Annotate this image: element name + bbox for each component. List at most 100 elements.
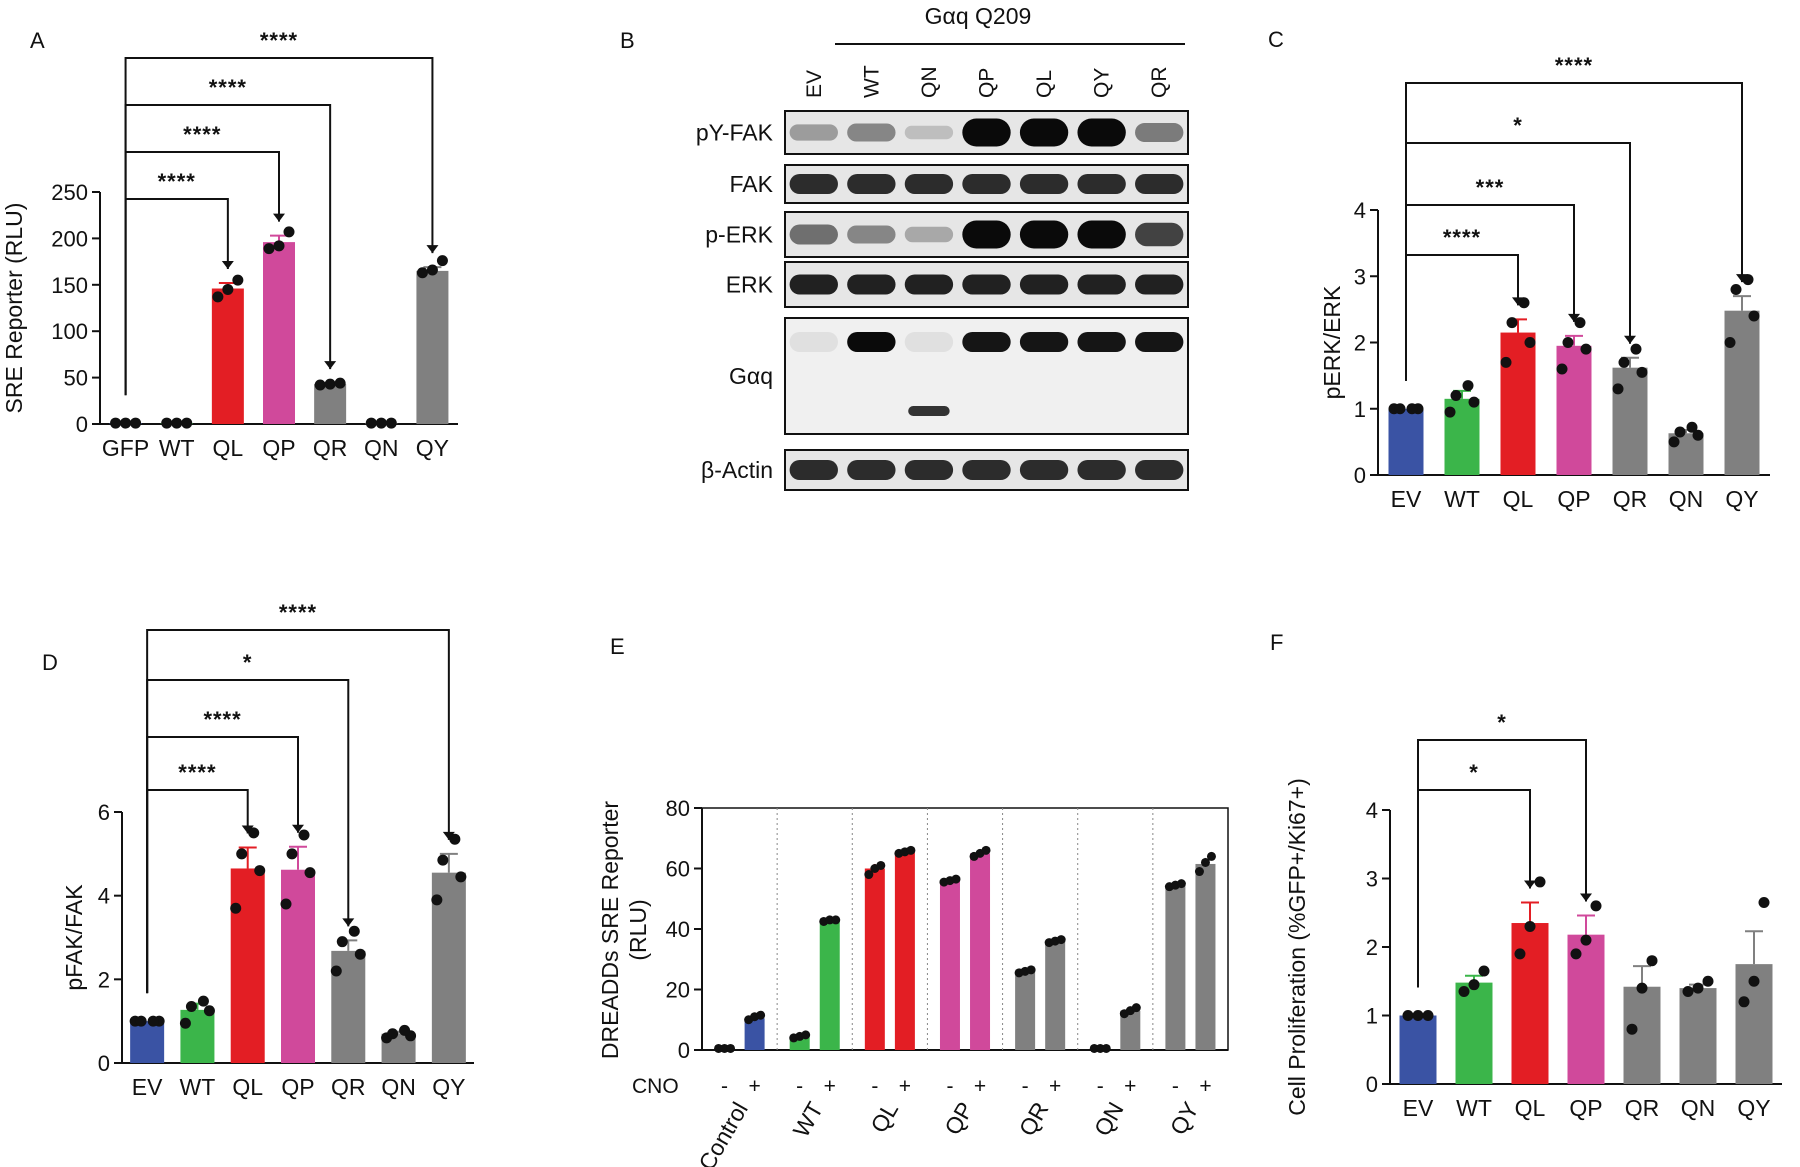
data-point (1636, 982, 1648, 994)
panel-letter: E (610, 634, 625, 659)
data-point (1506, 317, 1518, 329)
blot-row-g-q: Gαq (729, 317, 1189, 435)
bracket-arrow (324, 361, 337, 370)
treatment-minus: - (1172, 1075, 1179, 1098)
blot-band (789, 174, 838, 194)
y-tick-label: 0 (1354, 463, 1366, 488)
data-point (130, 417, 142, 429)
data-point (1730, 284, 1742, 295)
bracket-arrow (1568, 313, 1580, 322)
blot-band (1135, 174, 1184, 194)
data-point (436, 255, 448, 267)
y-tick-label: 0 (76, 412, 88, 437)
bar-qy-plus (1195, 863, 1216, 1050)
bar-qr-plus (1045, 941, 1066, 1050)
category-label: QN (1669, 486, 1704, 512)
blot-row-p-erk: p-ERK (705, 211, 1189, 258)
data-point (110, 417, 122, 429)
category-label: QN (364, 435, 399, 461)
data-point (431, 894, 443, 906)
plot-frame (701, 807, 1229, 1051)
bar-ql (211, 288, 244, 424)
y-axis-label: Cell Proliferation (%GFP+/Ki67+) (1284, 778, 1310, 1115)
data-point (314, 379, 326, 391)
y-tick-label: 4 (98, 884, 110, 909)
blot-band (1019, 332, 1069, 352)
y-tick-label: 0 (678, 1038, 690, 1063)
category-label: QN (1681, 1095, 1716, 1121)
category-label: WT (1456, 1095, 1492, 1121)
significance-bracket (146, 736, 299, 994)
y-tick-label: 3 (1354, 264, 1366, 289)
blot-row-py-fak: pY-FAK (696, 110, 1189, 155)
data-point (283, 226, 295, 238)
data-point (336, 936, 348, 948)
data-point (1748, 310, 1760, 322)
bar-qr (314, 384, 347, 424)
bar-qr (1623, 986, 1661, 1084)
y-tick-label: 1 (1366, 1004, 1378, 1029)
category-label: QY (416, 435, 449, 461)
lane-label: QR (1148, 67, 1171, 99)
data-point (298, 829, 310, 841)
data-point (1612, 383, 1624, 395)
bar-wt-plus (819, 919, 840, 1050)
category-label: QY (1737, 1095, 1770, 1121)
blot-band (847, 460, 896, 480)
data-point (236, 848, 248, 860)
lane-label: EV (803, 70, 826, 98)
bracket-arrow (241, 825, 254, 834)
data-point (1026, 965, 1036, 975)
panel-letter: F (1270, 630, 1283, 655)
group-label: QP (939, 1098, 978, 1140)
data-point (324, 378, 336, 390)
blot-band (1135, 123, 1184, 142)
data-point (171, 417, 183, 429)
blot-band (1077, 118, 1126, 147)
data-point (876, 860, 886, 870)
data-point (1406, 403, 1418, 415)
category-label: QP (1569, 1095, 1602, 1121)
data-point (1748, 975, 1760, 987)
bar-ev (1399, 1015, 1437, 1084)
data-point (120, 417, 132, 429)
data-point (1580, 934, 1592, 946)
treatment-plus: + (748, 1075, 760, 1098)
data-point (330, 965, 342, 977)
significance-label: * (1497, 710, 1507, 735)
data-point (354, 948, 366, 960)
category-label: EV (132, 1074, 163, 1100)
blot-band (962, 274, 1011, 295)
blot-row-label: FAK (730, 171, 774, 197)
blot-band (962, 118, 1011, 147)
panel-letter: B (620, 28, 635, 53)
data-point (1590, 900, 1602, 912)
significance-label: **** (178, 760, 216, 785)
data-point (1570, 948, 1582, 960)
blot-band (847, 225, 896, 244)
data-point (1524, 337, 1536, 348)
blot-band (962, 220, 1011, 249)
blot-band (789, 332, 838, 352)
blot-band (1077, 460, 1126, 480)
category-label: QY (1725, 486, 1758, 512)
data-point (1738, 996, 1750, 1008)
data-point (1618, 356, 1630, 368)
blot-band (1135, 460, 1184, 480)
bracket-arrow (273, 213, 285, 222)
significance-bracket (124, 151, 280, 396)
category-label: EV (1403, 1095, 1434, 1121)
blot-row-label: p-ERK (705, 222, 773, 248)
significance-label: * (243, 650, 253, 675)
data-point (449, 833, 461, 845)
bracket-arrow (342, 918, 355, 927)
blot-band (904, 174, 954, 194)
bar-ql (1500, 332, 1536, 475)
blot-band (847, 332, 896, 352)
lane-label: QP (976, 68, 999, 98)
data-point (1194, 867, 1204, 877)
significance-bracket (1405, 82, 1743, 381)
blot-band (1135, 274, 1184, 295)
y-axis-label: pFAK/FAK (61, 884, 87, 991)
